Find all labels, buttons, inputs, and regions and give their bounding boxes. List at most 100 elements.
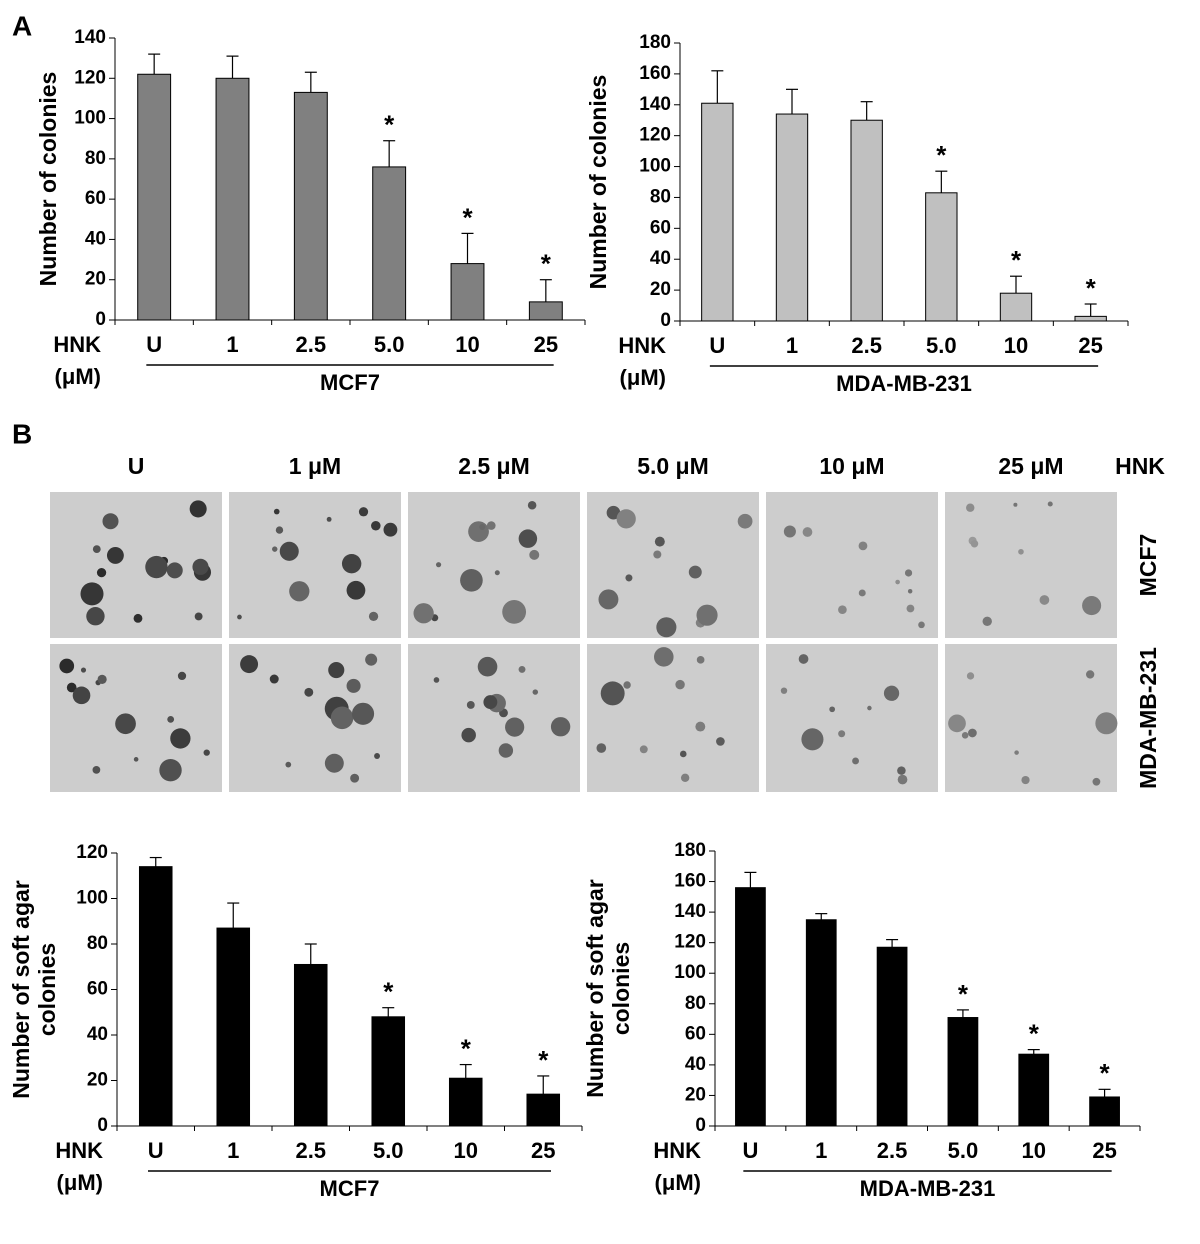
colony bbox=[498, 743, 514, 758]
bar bbox=[925, 192, 958, 322]
y-tick-label: 0 bbox=[97, 1115, 108, 1136]
y-tick-label: 140 bbox=[639, 94, 671, 115]
colony bbox=[906, 604, 915, 613]
colony bbox=[346, 580, 366, 600]
y-tick-label: 80 bbox=[650, 186, 671, 207]
colony bbox=[518, 529, 538, 548]
colony bbox=[413, 603, 434, 624]
colony bbox=[1014, 750, 1019, 755]
colony bbox=[518, 665, 526, 673]
colony bbox=[616, 509, 636, 529]
x-tick-label: 2.5 bbox=[851, 333, 882, 358]
y-axis-label: Number of soft agar bbox=[8, 880, 34, 1099]
micrograph-background bbox=[945, 492, 1117, 638]
bar bbox=[999, 292, 1033, 322]
bar bbox=[775, 113, 809, 322]
x-tick-label: 10 bbox=[454, 1138, 478, 1163]
micrograph bbox=[945, 492, 1117, 638]
x-tick-label: 2.5 bbox=[877, 1138, 908, 1163]
column-label: 10 μM bbox=[819, 453, 884, 479]
panel-label: B bbox=[12, 418, 32, 449]
bar bbox=[137, 73, 172, 321]
x-tick-label: 5.0 bbox=[373, 1138, 404, 1163]
colony bbox=[1013, 502, 1018, 507]
y-tick-label: 100 bbox=[74, 108, 106, 129]
colony bbox=[895, 579, 900, 585]
colony bbox=[867, 705, 872, 711]
colony bbox=[982, 616, 992, 627]
column-label: 2.5 μM bbox=[458, 453, 530, 479]
y-tick-label: 20 bbox=[685, 1084, 706, 1105]
colony bbox=[716, 737, 725, 746]
colony bbox=[92, 766, 101, 774]
micrograph bbox=[766, 644, 938, 792]
bar bbox=[947, 1017, 979, 1127]
colony bbox=[324, 753, 344, 773]
micrograph-background bbox=[766, 644, 938, 792]
colony bbox=[435, 562, 442, 568]
micrograph-background bbox=[945, 644, 1117, 792]
x-tick-label: 1 bbox=[786, 333, 798, 358]
colony bbox=[115, 713, 136, 735]
colony bbox=[596, 743, 607, 753]
colony bbox=[966, 503, 975, 512]
bar bbox=[1074, 315, 1107, 322]
colony bbox=[279, 541, 299, 561]
y-tick-label: 20 bbox=[85, 269, 106, 290]
colony bbox=[433, 677, 440, 683]
x-tick-label: 25 bbox=[531, 1138, 555, 1163]
significance: * bbox=[384, 110, 395, 140]
y-tick-label: 20 bbox=[650, 279, 671, 300]
colony bbox=[133, 613, 143, 623]
colony bbox=[96, 568, 107, 578]
colony bbox=[653, 550, 662, 559]
x-tick-label: U bbox=[709, 333, 725, 358]
colony bbox=[838, 730, 846, 738]
row-label: MCF7 bbox=[1135, 534, 1161, 597]
colony bbox=[1018, 548, 1024, 555]
colony bbox=[852, 757, 859, 765]
y-tick-label: 140 bbox=[74, 27, 106, 48]
x-tick-label: 2.5 bbox=[296, 332, 327, 357]
colony bbox=[92, 545, 101, 554]
x-prefix: HNK bbox=[618, 333, 666, 358]
x-prefix: (μM) bbox=[620, 365, 666, 390]
colony bbox=[695, 721, 706, 732]
colony bbox=[194, 612, 203, 621]
significance: * bbox=[462, 202, 473, 232]
y-axis-label: colonies bbox=[608, 942, 634, 1035]
x-tick-label: U bbox=[146, 332, 162, 357]
colony bbox=[897, 766, 906, 775]
bar bbox=[293, 963, 328, 1127]
panel-label: A bbox=[12, 10, 32, 41]
colony bbox=[189, 500, 207, 518]
y-tick-label: 80 bbox=[685, 993, 706, 1014]
colony bbox=[1021, 775, 1030, 785]
colony bbox=[966, 672, 975, 680]
colony bbox=[483, 695, 498, 710]
y-tick-label: 120 bbox=[74, 67, 106, 88]
bar bbox=[372, 166, 407, 321]
colony bbox=[358, 507, 369, 517]
x-prefix: (μM) bbox=[57, 1170, 103, 1195]
colony bbox=[86, 607, 105, 626]
x-tick-label: U bbox=[148, 1138, 164, 1163]
colony bbox=[606, 505, 621, 520]
colony bbox=[639, 745, 648, 754]
y-tick-label: 40 bbox=[650, 248, 671, 269]
colony bbox=[106, 546, 124, 564]
colony bbox=[780, 687, 788, 694]
micrograph bbox=[766, 492, 938, 638]
x-prefix: HNK bbox=[653, 1138, 701, 1163]
x-tick-label: 2.5 bbox=[295, 1138, 326, 1163]
significance: * bbox=[1011, 245, 1022, 275]
colony bbox=[529, 549, 540, 560]
colony bbox=[289, 581, 310, 602]
micrograph bbox=[408, 644, 580, 792]
x-tick-label: U bbox=[742, 1138, 758, 1163]
x-prefix: (μM) bbox=[655, 1170, 701, 1195]
significance: * bbox=[541, 249, 552, 279]
y-axis-label: colonies bbox=[34, 943, 60, 1036]
x-tick-label: 10 bbox=[1004, 333, 1028, 358]
